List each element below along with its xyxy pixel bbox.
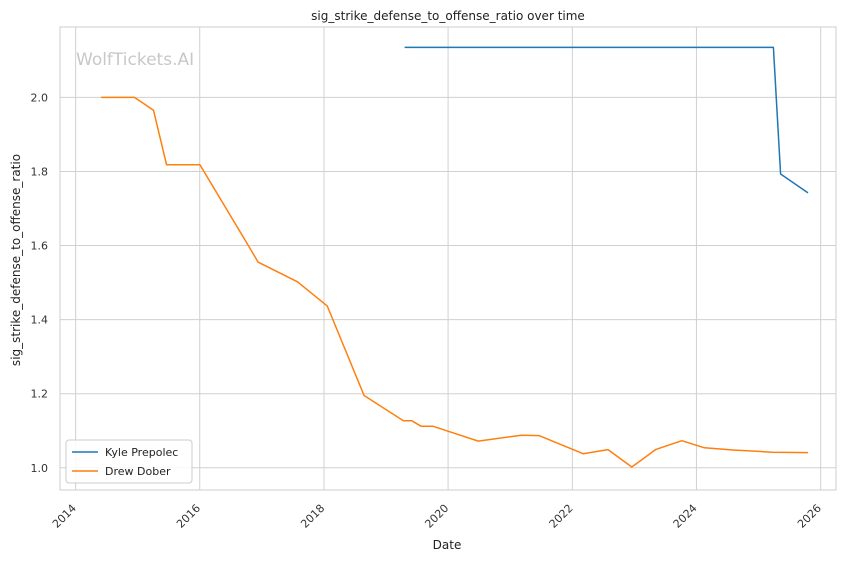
y-tick-label: 1.6 (31, 240, 49, 253)
y-tick-label: 2.0 (31, 91, 49, 104)
x-tick-label: 2014 (50, 502, 79, 531)
y-axis-title: sig_strike_defense_to_offense_ratio (9, 154, 23, 366)
x-tick-label: 2018 (298, 502, 327, 531)
y-tick-label: 1.4 (31, 314, 49, 327)
grid-lines (60, 27, 836, 490)
y-tick-label: 1.8 (31, 165, 49, 178)
watermark-text: WolfTickets.AI (76, 50, 194, 70)
legend-label-kyle-prepolec: Kyle Prepolec (105, 446, 178, 459)
x-tick-label: 2026 (795, 502, 824, 531)
series-lines (101, 46, 809, 468)
x-tick-label: 2024 (671, 502, 700, 531)
series-line-kyle-prepolec (404, 46, 809, 194)
series-line-drew-dober (101, 96, 809, 468)
y-tick-label: 1.2 (31, 388, 49, 401)
x-tick-label: 2020 (422, 502, 451, 531)
y-tick-label: 1.0 (31, 462, 49, 475)
x-axis-title: Date (433, 538, 462, 552)
legend: Kyle Prepolec Drew Dober (65, 439, 193, 484)
x-tick-label: 2022 (547, 502, 576, 531)
x-tick-label: 2016 (174, 502, 203, 531)
legend-frame (65, 439, 193, 484)
legend-label-drew-dober: Drew Dober (105, 465, 171, 478)
chart-title: sig_strike_defense_to_offense_ratio over… (311, 9, 585, 23)
